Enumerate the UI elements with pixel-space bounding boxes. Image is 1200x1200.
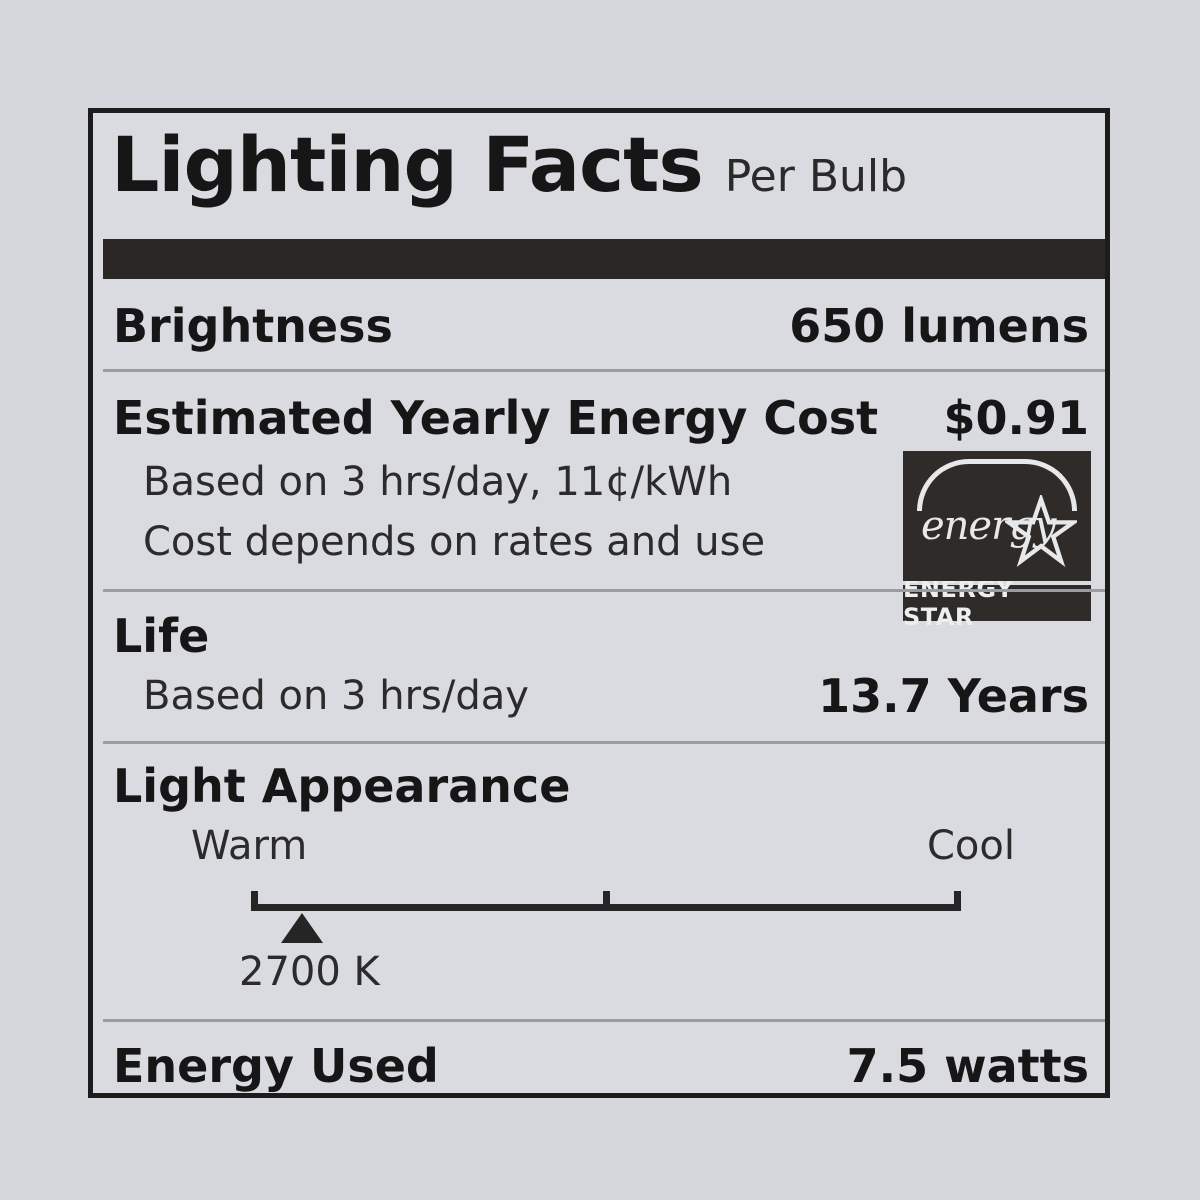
energy-star-script-text: energy bbox=[921, 503, 1056, 549]
life-label: Life bbox=[113, 609, 210, 663]
label-title-row: Lighting Facts Per Bulb bbox=[111, 127, 907, 203]
scale-pointer-marker bbox=[281, 913, 323, 943]
light-appearance-label: Light Appearance bbox=[113, 759, 571, 813]
life-note: Based on 3 hrs/day bbox=[143, 673, 529, 719]
scale-tick-middle bbox=[603, 891, 610, 911]
page-title: Lighting Facts bbox=[111, 120, 704, 209]
title-rule-bar bbox=[103, 239, 1105, 279]
energy-star-logo-icon: energy bbox=[903, 451, 1091, 581]
divider-after-appearance bbox=[103, 1019, 1105, 1022]
divider-after-brightness bbox=[103, 369, 1105, 372]
color-temperature-value: 2700 K bbox=[239, 949, 380, 995]
page-title-subtitle: Per Bulb bbox=[724, 151, 908, 202]
energy-cost-note-rates: Cost depends on rates and use bbox=[143, 519, 766, 565]
color-temperature-scale bbox=[251, 891, 961, 943]
divider-after-cost bbox=[103, 589, 1105, 592]
scale-tick-warm bbox=[251, 891, 258, 911]
brightness-label: Brightness bbox=[113, 299, 393, 353]
brightness-value: 650 lumens bbox=[789, 299, 1089, 353]
energy-used-label: Energy Used bbox=[113, 1039, 439, 1093]
life-value: 13.7 Years bbox=[818, 669, 1089, 723]
light-appearance-warm-label: Warm bbox=[191, 823, 308, 869]
energy-cost-value: $0.91 bbox=[943, 391, 1089, 445]
energy-cost-note-usage: Based on 3 hrs/day, 11¢/kWh bbox=[143, 459, 733, 505]
scale-tick-cool bbox=[954, 891, 961, 911]
divider-after-life bbox=[103, 741, 1105, 744]
lighting-facts-label: Lighting Facts Per Bulb Brightness 650 l… bbox=[88, 108, 1110, 1098]
label-inner: Lighting Facts Per Bulb Brightness 650 l… bbox=[103, 121, 1105, 1093]
star-icon bbox=[1005, 495, 1077, 567]
energy-star-badge: energy ENERGY STAR bbox=[903, 451, 1091, 631]
energy-used-value: 7.5 watts bbox=[846, 1039, 1089, 1093]
energy-cost-label: Estimated Yearly Energy Cost bbox=[113, 391, 879, 445]
light-appearance-cool-label: Cool bbox=[927, 823, 1015, 869]
